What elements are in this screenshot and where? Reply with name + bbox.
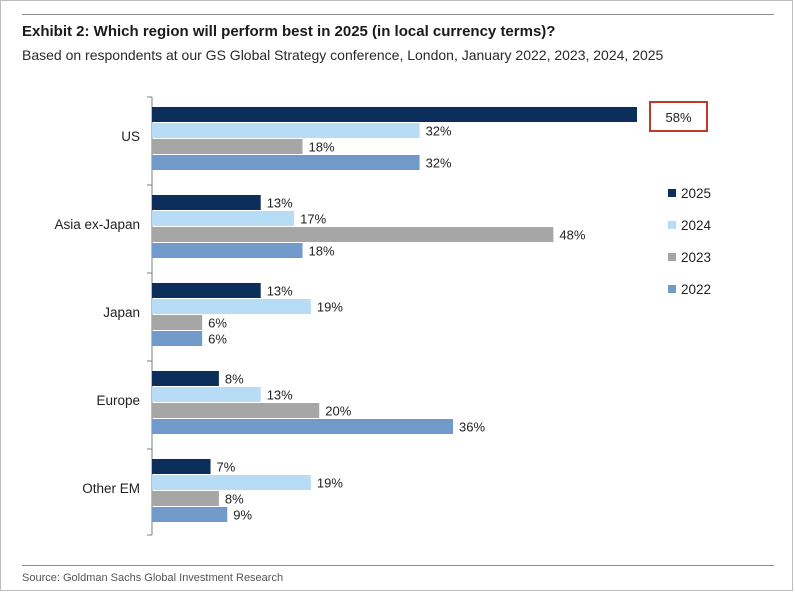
bar-2023	[152, 315, 203, 330]
bar-2023	[152, 139, 303, 154]
bar-2025	[152, 371, 219, 386]
legend-swatch-2023	[668, 253, 676, 261]
chart-title: Exhibit 2: Which region will perform bes…	[22, 23, 556, 40]
bar-2025	[152, 283, 261, 298]
bar-value-label: 20%	[325, 404, 351, 419]
bar-value-label: 19%	[317, 476, 343, 491]
bar-2022	[152, 419, 454, 434]
bar-2023	[152, 403, 320, 418]
bar-value-label: 32%	[426, 124, 452, 139]
highlight-box	[649, 101, 708, 132]
bar-value-label: 7%	[217, 460, 236, 475]
bar-value-label: 6%	[208, 316, 227, 331]
bar-value-label: 6%	[208, 332, 227, 347]
legend: 2025 2024 2023 2022	[668, 186, 712, 297]
bar-2022	[152, 507, 228, 522]
bar-2024	[152, 475, 311, 490]
bar-value-label: 13%	[267, 284, 293, 299]
category-label: Asia ex-Japan	[54, 217, 140, 232]
legend-label-2022: 2022	[681, 282, 711, 297]
bar-2022	[152, 243, 303, 258]
bar-2022	[152, 155, 420, 170]
bar-value-label: 9%	[233, 508, 252, 523]
bar-value-label: 48%	[559, 228, 585, 243]
legend-swatch-2024	[668, 221, 676, 229]
legend-label-2024: 2024	[681, 218, 712, 233]
highlight-layer: 58%	[649, 101, 708, 132]
bar-2025	[152, 195, 261, 210]
bar-value-label: 18%	[309, 140, 335, 155]
bar-2025	[152, 459, 211, 474]
bar-2023	[152, 491, 219, 506]
bar-2024	[152, 387, 261, 402]
category-label: Europe	[96, 393, 140, 408]
chart-subtitle: Based on respondents at our GS Global St…	[22, 47, 664, 63]
bar-value-label: 13%	[267, 388, 293, 403]
bar-value-label: 8%	[225, 372, 244, 387]
bar-2024	[152, 299, 311, 314]
category-label: Japan	[103, 305, 140, 320]
source-note: Source: Goldman Sachs Global Investment …	[22, 572, 284, 584]
labels-layer: US 32% 18% 32% Asia ex-Japan 13% 17% 48% 18% Japa…	[54, 124, 585, 523]
category-label: US	[121, 129, 140, 144]
highlight-value-label: 58%	[665, 110, 691, 125]
legend-label-2025: 2025	[681, 186, 711, 201]
bar-value-label: 18%	[309, 244, 335, 259]
legend-swatch-2025	[668, 189, 676, 197]
bar-2024	[152, 211, 295, 226]
bar-value-label: 13%	[267, 196, 293, 211]
bar-value-label: 32%	[426, 156, 452, 171]
bar-2025	[152, 107, 637, 122]
bar-value-label: 8%	[225, 492, 244, 507]
category-label: Other EM	[82, 481, 140, 496]
legend-label-2023: 2023	[681, 250, 711, 265]
top-rule	[22, 14, 774, 15]
axis-layer	[147, 96, 153, 536]
bars-layer	[152, 107, 637, 522]
legend-swatch-2022	[668, 285, 676, 293]
bottom-rule	[22, 565, 774, 566]
bar-2022	[152, 331, 203, 346]
bar-2024	[152, 123, 420, 138]
bar-value-label: 19%	[317, 300, 343, 315]
bar-2023	[152, 227, 554, 242]
bar-value-label: 17%	[300, 212, 326, 227]
bar-value-label: 36%	[459, 420, 485, 435]
